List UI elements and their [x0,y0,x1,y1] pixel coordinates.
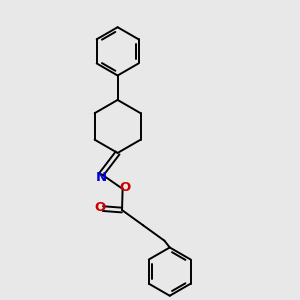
Text: O: O [119,181,130,194]
Text: O: O [94,201,106,214]
Text: N: N [96,172,107,184]
